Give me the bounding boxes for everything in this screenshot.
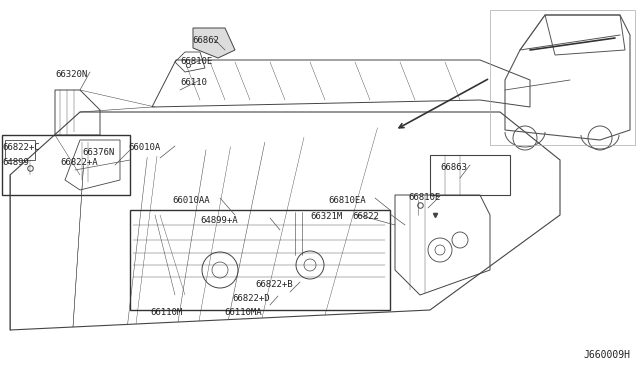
Text: 66320N: 66320N	[55, 70, 87, 79]
Text: 66822+D: 66822+D	[232, 294, 269, 303]
Text: 66376N: 66376N	[82, 148, 115, 157]
Text: 66321M: 66321M	[310, 212, 342, 221]
Text: 66862: 66862	[192, 36, 219, 45]
Text: 66810EA: 66810EA	[328, 196, 365, 205]
Text: 66863: 66863	[440, 163, 467, 172]
Text: 64899+A: 64899+A	[200, 216, 237, 225]
Text: 66110: 66110	[180, 78, 207, 87]
Text: J660009H: J660009H	[583, 350, 630, 360]
Text: 66822+B: 66822+B	[255, 280, 292, 289]
Text: 66810E: 66810E	[180, 57, 212, 66]
Text: 66810E: 66810E	[408, 193, 440, 202]
Text: 66010AA: 66010AA	[172, 196, 210, 205]
Text: 66110M: 66110M	[150, 308, 182, 317]
Text: 66010A: 66010A	[128, 143, 160, 152]
Text: 66822: 66822	[352, 212, 379, 221]
Polygon shape	[193, 28, 235, 58]
Text: 66110MA: 66110MA	[224, 308, 262, 317]
Text: 64899: 64899	[2, 158, 29, 167]
Text: 66822+C: 66822+C	[2, 143, 40, 152]
Text: 66822+A: 66822+A	[60, 158, 98, 167]
